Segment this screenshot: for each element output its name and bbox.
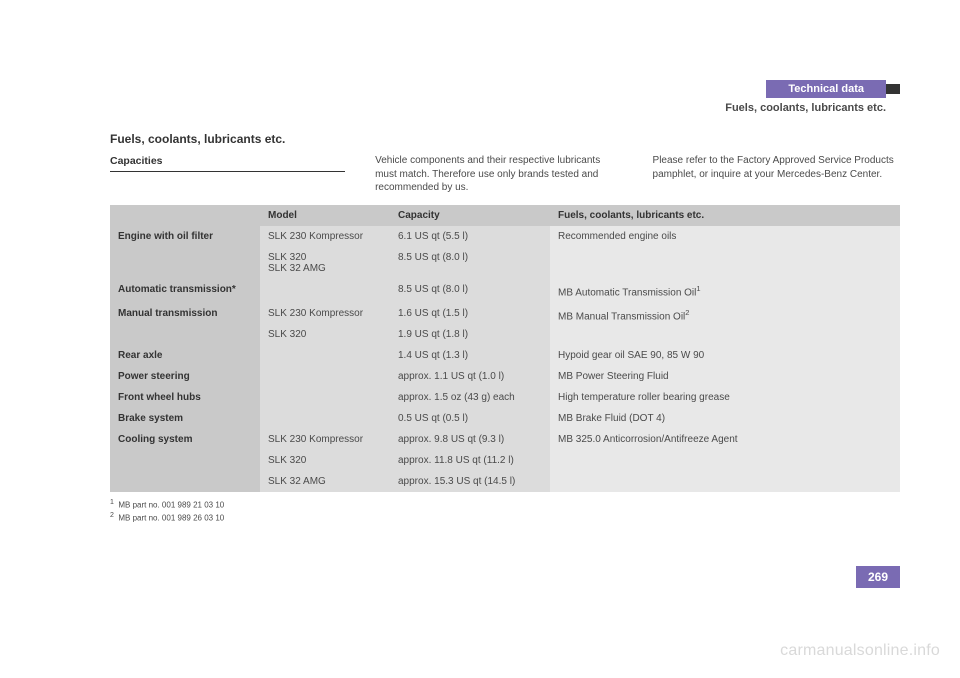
- chapter-tab-marker: [886, 84, 900, 94]
- cell-capacity: 8.5 US qt (8.0 l): [390, 247, 550, 279]
- table-row: Cooling system SLK 230 Kompressor approx…: [110, 429, 900, 450]
- cell-capacity: approx. 11.8 US qt (11.2 l): [390, 450, 550, 471]
- cell-label: Engine with oil filter: [110, 226, 260, 279]
- table-row: Engine with oil filter SLK 230 Kompresso…: [110, 226, 900, 247]
- model-text: SLK 320SLK 32 AMG: [268, 252, 326, 274]
- cell-model: SLK 230 Kompressor: [260, 303, 390, 324]
- watermark-text: carmanualsonline.info: [780, 642, 940, 660]
- cell-model: SLK 320: [260, 450, 390, 471]
- cell-label: Rear axle: [110, 345, 260, 366]
- table-row: Power steering approx. 1.1 US qt (1.0 l)…: [110, 366, 900, 387]
- intro-right-col: Please refer to the Factory Approved Ser…: [653, 154, 900, 195]
- cell-capacity: approx. 1.5 oz (43 g) each: [390, 387, 550, 408]
- cell-model: SLK 230 Kompressor: [260, 226, 390, 247]
- cell-label: Automatic transmission*: [110, 279, 260, 303]
- intro-middle-col: Vehicle components and their respective …: [375, 154, 622, 195]
- cell-fluid: MB Manual Transmission Oil2: [550, 303, 900, 345]
- table-row: Brake system 0.5 US qt (0.5 l) MB Brake …: [110, 408, 900, 429]
- cell-model: SLK 320: [260, 324, 390, 345]
- footnote-2: 2 MB part no. 001 989 26 03 10: [110, 511, 900, 524]
- footnote-sup: 1: [696, 284, 700, 293]
- chapter-label: Technical data: [766, 80, 886, 98]
- subsection-heading: Capacities: [110, 154, 345, 172]
- cell-fluid: MB Automatic Transmission Oil1: [550, 279, 900, 303]
- capacities-table: Model Capacity Fuels, coolants, lubrican…: [110, 205, 900, 492]
- cell-fluid: Hypoid gear oil SAE 90, 85 W 90: [550, 345, 900, 366]
- th-model: Model: [260, 205, 390, 226]
- cell-capacity: 1.4 US qt (1.3 l): [390, 345, 550, 366]
- intro-row: Capacities Vehicle components and their …: [110, 154, 900, 195]
- cell-label: Cooling system: [110, 429, 260, 492]
- table-row: Front wheel hubs approx. 1.5 oz (43 g) e…: [110, 387, 900, 408]
- cell-fluid: MB Power Steering Fluid: [550, 366, 900, 387]
- cell-fluid: Recommended engine oils: [550, 226, 900, 279]
- footnote-1: 1 MB part no. 001 989 21 03 10: [110, 498, 900, 511]
- subchapter-label: Fuels, coolants, lubricants etc.: [110, 102, 900, 114]
- cell-model: [260, 408, 390, 429]
- cell-capacity: 8.5 US qt (8.0 l): [390, 279, 550, 303]
- th-capacity: Capacity: [390, 205, 550, 226]
- footnotes: 1 MB part no. 001 989 21 03 10 2 MB part…: [110, 498, 900, 524]
- th-fluid: Fuels, coolants, lubricants etc.: [550, 205, 900, 226]
- table-header-row: Model Capacity Fuels, coolants, lubrican…: [110, 205, 900, 226]
- cell-label: Power steering: [110, 366, 260, 387]
- cell-model: [260, 279, 390, 303]
- cell-fluid: MB 325.0 Anticorrosion/Antifreeze Agent: [550, 429, 900, 492]
- cell-fluid: High temperature roller bearing grease: [550, 387, 900, 408]
- cell-capacity: 0.5 US qt (0.5 l): [390, 408, 550, 429]
- cell-label: Brake system: [110, 408, 260, 429]
- table-row: Rear axle 1.4 US qt (1.3 l) Hypoid gear …: [110, 345, 900, 366]
- th-blank: [110, 205, 260, 226]
- table-row: Automatic transmission* 8.5 US qt (8.0 l…: [110, 279, 900, 303]
- cell-model: SLK 32 AMG: [260, 471, 390, 492]
- cell-model: [260, 366, 390, 387]
- chapter-bar: Technical data: [110, 80, 900, 98]
- intro-left-col: Capacities: [110, 154, 345, 195]
- fluid-text: MB Automatic Transmission Oil: [558, 287, 696, 298]
- cell-capacity: approx. 1.1 US qt (1.0 l): [390, 366, 550, 387]
- cell-capacity: approx. 9.8 US qt (9.3 l): [390, 429, 550, 450]
- page-container: Technical data Fuels, coolants, lubrican…: [0, 0, 960, 524]
- cell-model: [260, 345, 390, 366]
- section-title: Fuels, coolants, lubricants etc.: [110, 132, 900, 146]
- table-row: Manual transmission SLK 230 Kompressor 1…: [110, 303, 900, 324]
- cell-fluid: MB Brake Fluid (DOT 4): [550, 408, 900, 429]
- cell-model: SLK 230 Kompressor: [260, 429, 390, 450]
- cell-label: Manual transmission: [110, 303, 260, 345]
- cell-model: [260, 387, 390, 408]
- footnote-sup: 2: [685, 308, 689, 317]
- cell-capacity: approx. 15.3 US qt (14.5 l): [390, 471, 550, 492]
- cell-capacity: 6.1 US qt (5.5 l): [390, 226, 550, 247]
- cell-model: SLK 320SLK 32 AMG: [260, 247, 390, 279]
- footnote-1-text: MB part no. 001 989 21 03 10: [118, 500, 224, 509]
- cell-capacity: 1.6 US qt (1.5 l): [390, 303, 550, 324]
- footnote-2-text: MB part no. 001 989 26 03 10: [118, 514, 224, 523]
- cell-capacity: 1.9 US qt (1.8 l): [390, 324, 550, 345]
- page-number-tab: 269: [856, 566, 900, 588]
- cell-label: Front wheel hubs: [110, 387, 260, 408]
- fluid-text: MB Manual Transmission Oil: [558, 311, 685, 322]
